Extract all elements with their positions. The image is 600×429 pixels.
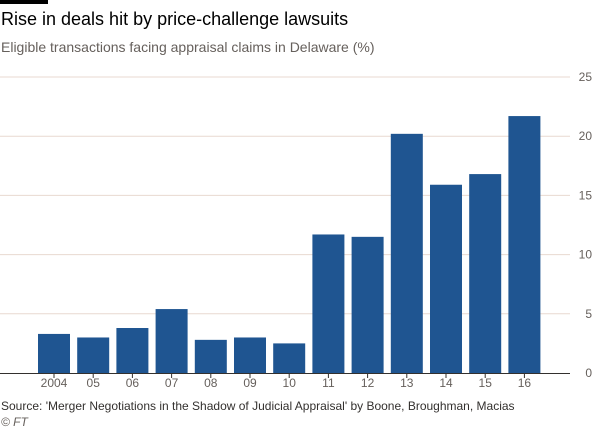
y-tick-label: 20 [579,129,593,143]
bar [430,184,462,373]
x-tick-label: 15 [479,376,493,390]
x-tick-label: 07 [165,376,179,390]
y-axis-tick-labels: 0 5 10 15 20 25 [579,70,593,380]
chart-title: Rise in deals hit by price-challenge law… [1,9,349,29]
y-tick-label: 15 [579,188,593,202]
x-axis [0,373,570,378]
x-tick-label: 06 [126,376,140,390]
bar [38,333,70,373]
y-tick-label: 25 [579,70,593,84]
x-tick-label: 13 [400,376,414,390]
bars [38,116,541,374]
x-tick-label: 11 [322,376,335,390]
x-axis-tick-labels: 2004 05 06 07 08 09 10 11 12 13 14 15 16 [41,376,532,390]
x-tick-label: 08 [204,376,218,390]
bar [234,337,266,373]
brand-rule [0,0,48,4]
bar [351,236,384,373]
x-tick-label: 2004 [41,376,68,390]
bar [390,133,423,373]
chart-subtitle: Eligible transactions facing appraisal c… [1,39,375,55]
y-tick-label: 0 [585,366,592,380]
x-tick-label: 09 [243,376,257,390]
bar [508,116,541,374]
x-tick-label: 12 [361,376,375,390]
y-tick-label: 10 [579,248,593,262]
x-tick-label: 14 [439,376,453,390]
ft-credit: © FT [1,415,28,429]
bar [77,337,110,373]
bar [116,328,149,373]
x-tick-label: 10 [283,376,297,390]
source-note: Source: 'Merger Negotiations in the Shad… [1,399,515,413]
x-tick-label: 05 [87,376,101,390]
bar [155,309,188,373]
y-tick-label: 5 [585,307,592,321]
bar [312,234,345,373]
bar [273,343,306,373]
bar [194,339,227,373]
x-tick-label: 16 [518,376,532,390]
bar [469,174,502,373]
